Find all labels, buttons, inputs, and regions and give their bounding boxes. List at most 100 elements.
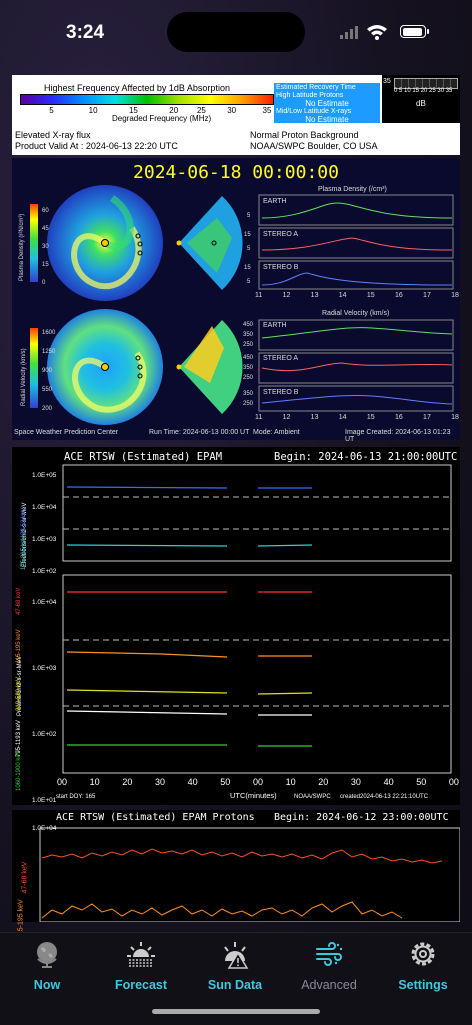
sun-warning-icon: [224, 942, 249, 969]
xtick: 18: [451, 414, 459, 421]
xtick: 15: [366, 414, 375, 421]
xtick: 14: [338, 414, 347, 421]
xtick: 10: [89, 777, 100, 787]
battery-icon: [400, 25, 429, 38]
footer-mode: Mode: Ambient: [253, 429, 300, 436]
ytick: 1.0E+03: [32, 536, 57, 543]
velocity-earth-line: [261, 327, 453, 339]
xtick: 16: [394, 414, 403, 421]
cb-tick: 45: [42, 226, 49, 232]
p-115-195-line: [66, 651, 312, 658]
recovery-title: Estimated Recovery Time: [276, 84, 356, 91]
epam-graphic: [62, 464, 452, 774]
enlil-graphic: [30, 185, 454, 425]
xtick: 17: [423, 292, 431, 299]
series-label-stereob: STEREO B: [263, 389, 299, 396]
xtick: 20: [122, 777, 133, 787]
protons-ytick: 1.0E+04: [32, 825, 57, 832]
protons-begin: Begin: 2024-06-12 23:00:00UTC: [274, 812, 449, 823]
db-scale-right: 0 5 10 15 20 25 30 35: [394, 88, 453, 94]
tab-advanced-label: Advanced: [301, 978, 357, 992]
p-310-580-line: [66, 689, 313, 695]
xtick: 15: [366, 292, 375, 299]
tab-now[interactable]: Now: [0, 937, 94, 992]
tab-advanced[interactable]: Advanced: [282, 937, 376, 992]
cellular-signal-icon: [340, 26, 358, 39]
e-ch2-label: 175-315 keV: [21, 535, 27, 570]
density-cb-ticks: 60 45 30 15 0: [42, 202, 49, 292]
epam-created: created2024-06-13 22:21:10UTC: [340, 794, 429, 800]
tab-sun-data[interactable]: Sun Data: [188, 937, 282, 992]
xtick: 50: [416, 777, 427, 787]
tab-settings[interactable]: Settings: [376, 937, 470, 992]
ytick: 1.0E+01: [32, 797, 57, 804]
xtick: 14: [338, 292, 347, 299]
dens-ytick: 5: [247, 279, 251, 285]
density-stereob-line: [261, 272, 453, 286]
cb-tick: 35: [262, 106, 272, 115]
xtick: 16: [394, 292, 403, 299]
protons-ch1-label: 47-68 keV: [21, 861, 29, 894]
xtick: 17: [423, 414, 431, 421]
ytick: 450: [243, 322, 254, 328]
xtick: 00: [57, 777, 68, 787]
ytick: 1.0E+04: [32, 599, 57, 606]
protons-115-195-line: [41, 901, 403, 919]
e-175-315-line: [66, 544, 313, 547]
cb-tick: 1600: [42, 330, 56, 336]
cb-tick: 60: [42, 208, 49, 214]
xtick: 13: [310, 414, 319, 421]
home-indicator[interactable]: [152, 1009, 320, 1014]
series-label-earth: EARTH: [263, 198, 287, 205]
ytick: 1.0E+04: [32, 504, 57, 511]
drap-panel[interactable]: Highest Frequency Affected by 1dB Absorp…: [12, 75, 460, 155]
sunrise-icon: [127, 942, 155, 967]
epam-protons-panel[interactable]: ACE RTSW (Estimated) EPAM Protons Begin:…: [12, 810, 460, 939]
gear-icon: [411, 942, 435, 966]
dens-ytick: 5: [247, 213, 251, 219]
p-ch3-label: 310-580 keV: [16, 676, 22, 711]
dens-ytick: 15: [244, 265, 251, 271]
vel-xticks: 11 12 13 14 15 16 17 18: [255, 414, 459, 421]
dens-xticks: 11 12 13 14 15 16 17 18: [255, 292, 459, 299]
epam-panel[interactable]: ACE RTSW (Estimated) EPAM Begin: 2024-06…: [12, 447, 460, 805]
ytick: 250: [243, 375, 254, 381]
series-label-stereoa: STEREO A: [263, 231, 299, 238]
velocity-colorbar: [30, 328, 38, 408]
drap-title: Highest Frequency Affected by 1dB Absorp…: [44, 83, 230, 93]
xtick: 30: [350, 777, 361, 787]
series-label-earth: EARTH: [263, 322, 287, 329]
xtick: 10: [285, 777, 296, 787]
cb-tick: 900: [42, 368, 53, 374]
tab-forecast[interactable]: Forecast: [94, 937, 188, 992]
tab-bar: Now Forecast Sun Data Advanced: [0, 932, 472, 1025]
xtick: 00: [252, 777, 263, 787]
db-unit: dB: [416, 99, 426, 108]
velocity-title: Radial Velocity (km/s): [322, 310, 390, 317]
cb-tick: 20: [169, 106, 179, 115]
recovery-box: Estimated Recovery Time High Latitude Pr…: [274, 83, 380, 124]
p-795-1193-line: [66, 710, 312, 716]
velocity-stereob-line: [261, 394, 453, 405]
density-colorbar: [30, 204, 38, 282]
enlil-panel[interactable]: 2024-06-18 00:00:00 Plasma Density (/cm³…: [12, 158, 460, 443]
xtick: 00: [448, 777, 459, 787]
series-label-stereoa: STEREO A: [263, 355, 299, 362]
grid-lines: [63, 496, 451, 707]
xtick: 50: [220, 777, 231, 787]
xtick: 11: [255, 414, 263, 421]
xtick: 18: [451, 292, 459, 299]
ytick: 350: [243, 365, 254, 371]
cb-tick: 15: [42, 262, 49, 268]
source-label: NOAA/SWPC Boulder, CO USA: [250, 141, 378, 151]
epam-start: start DOY: 165: [56, 794, 96, 800]
dynamic-island: [167, 12, 305, 52]
proton-status: Normal Proton Background: [250, 130, 359, 140]
velocity-stereoa-line: [261, 362, 453, 372]
xtick: 40: [383, 777, 394, 787]
tab-sun-data-label: Sun Data: [207, 978, 263, 992]
electron-frame: [62, 464, 452, 562]
ytick: 1.0E+03: [32, 665, 57, 672]
footer-center: Space Weather Prediction Center: [14, 429, 119, 436]
wind-icon: [316, 942, 343, 966]
